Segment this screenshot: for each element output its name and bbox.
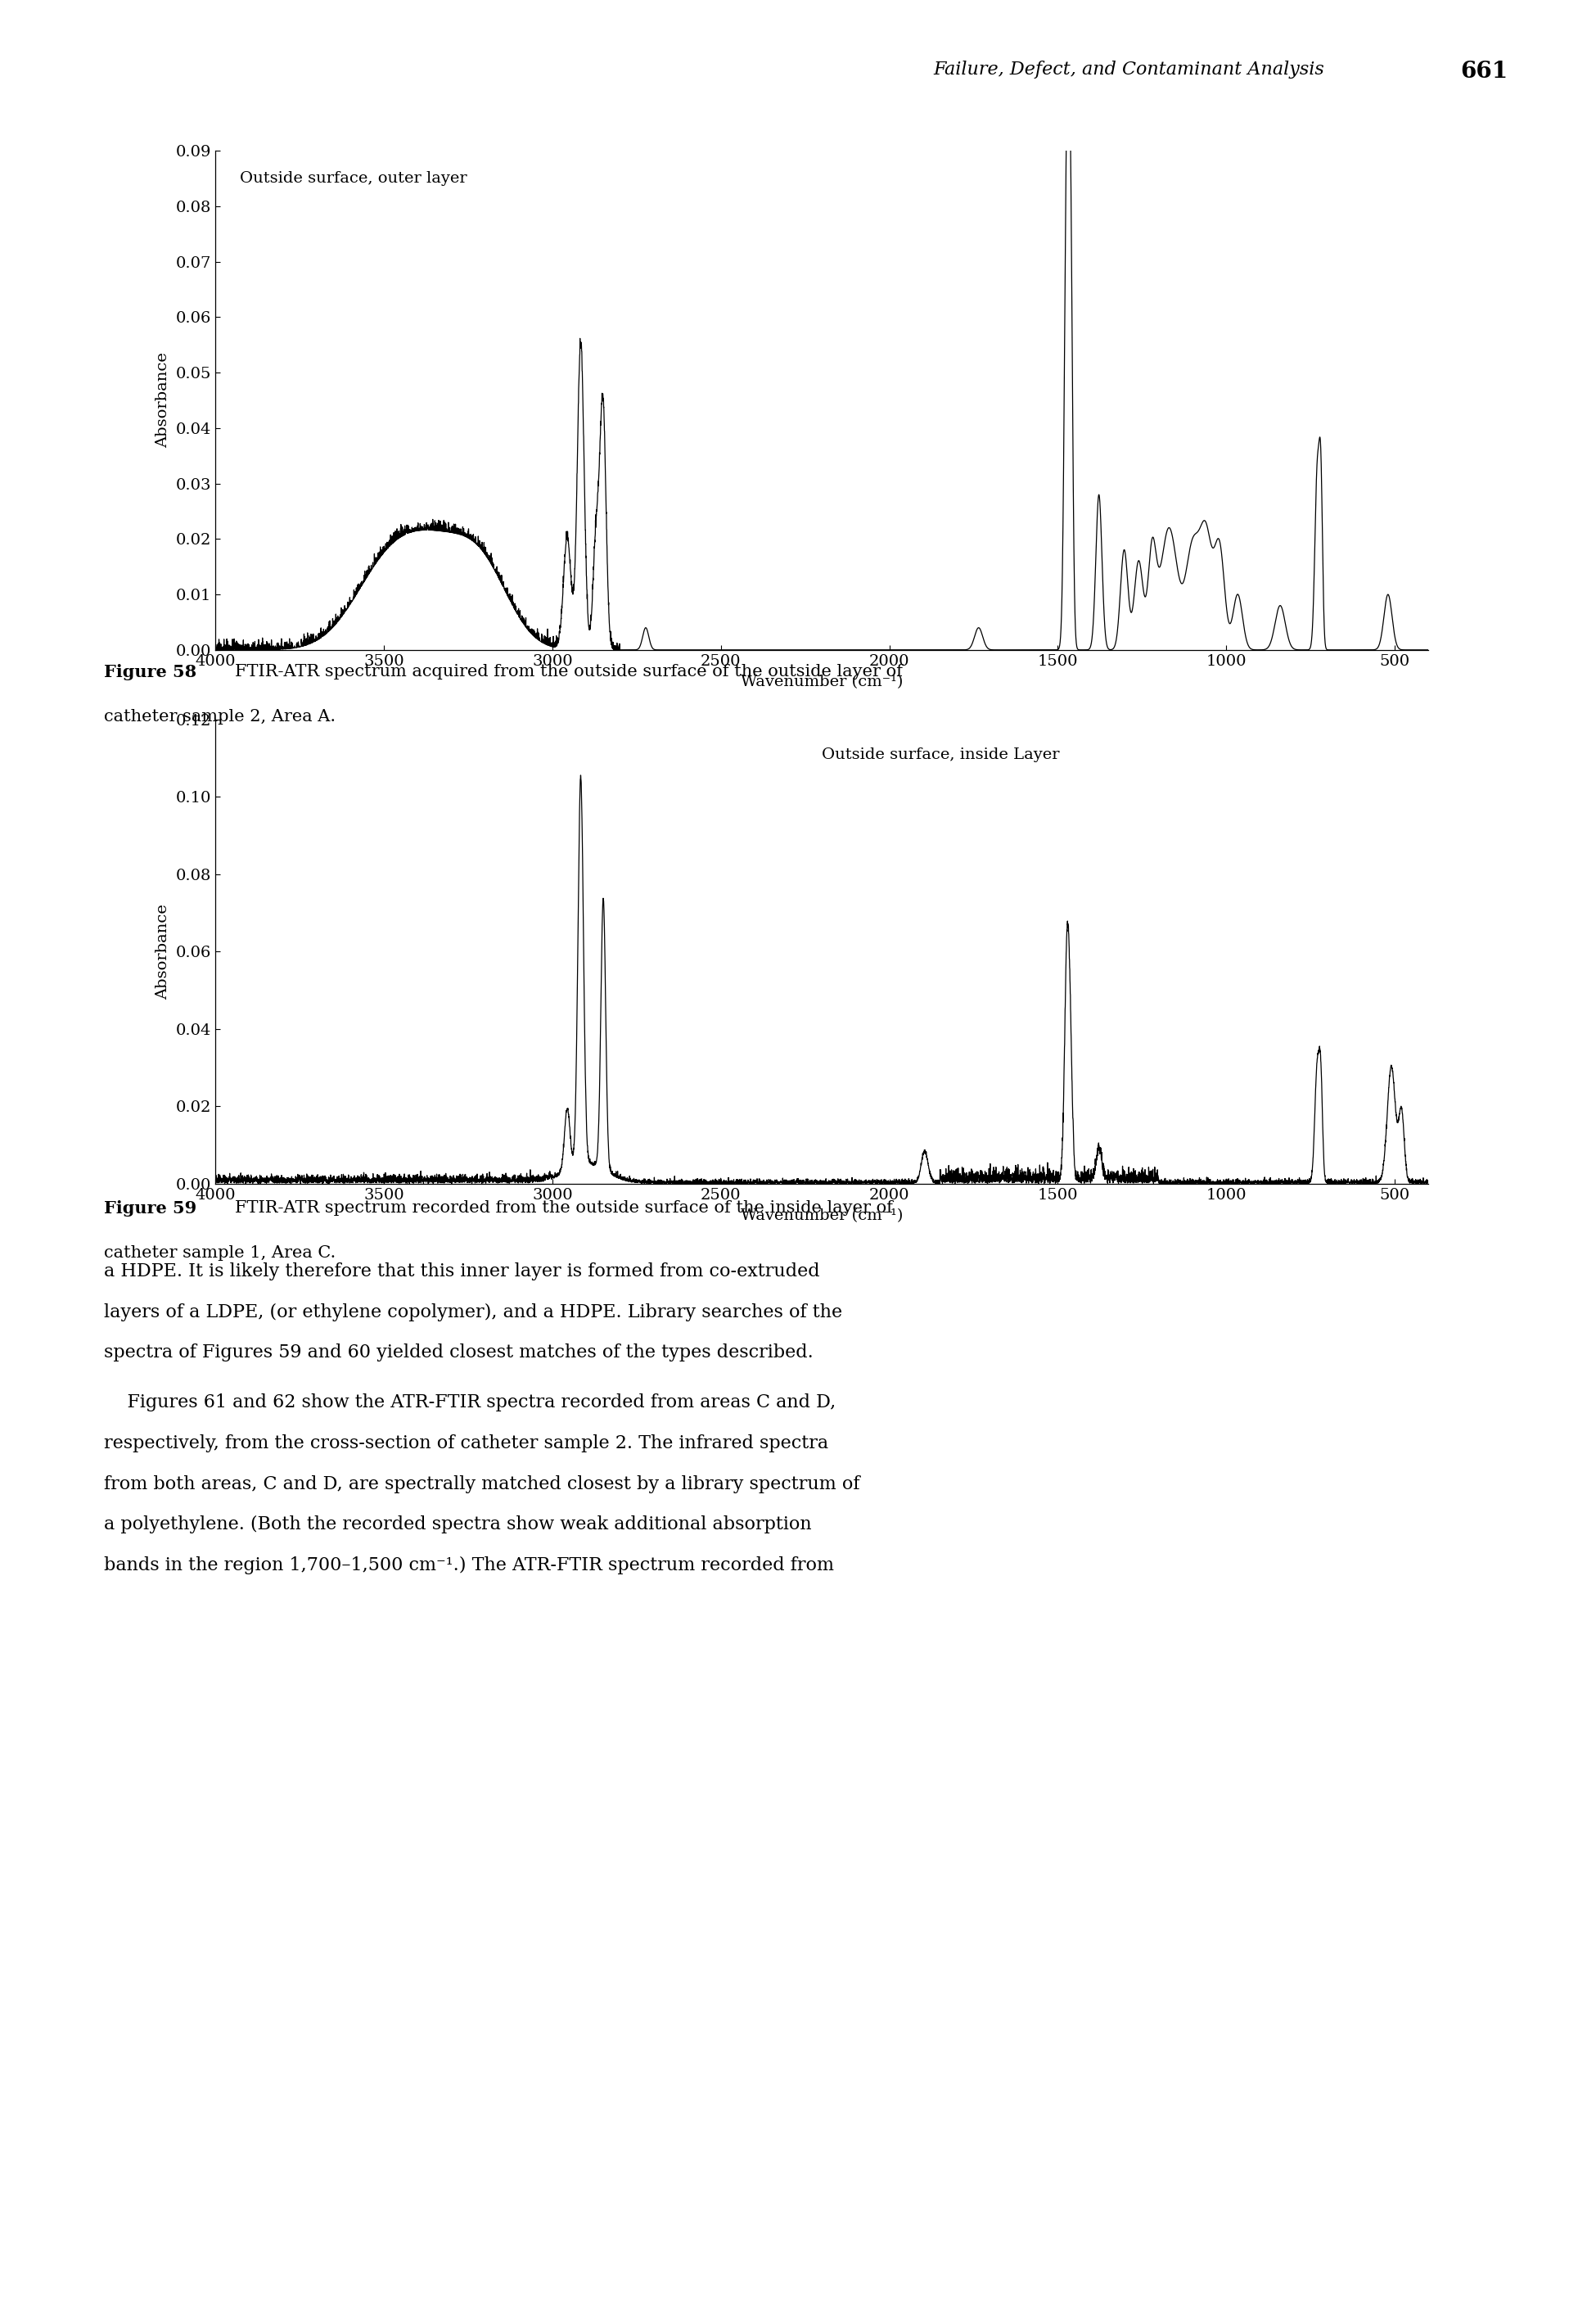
Text: from both areas, C and D, are spectrally matched closest by a library spectrum o: from both areas, C and D, are spectrally… [104,1476,860,1492]
Text: Outside surface, inside Layer: Outside surface, inside Layer [822,747,1060,761]
Text: Figure 59: Figure 59 [104,1200,196,1216]
X-axis label: Wavenumber (cm⁻¹): Wavenumber (cm⁻¹) [741,1209,903,1223]
Text: Failure, Defect, and Contaminant Analysis: Failure, Defect, and Contaminant Analysi… [934,60,1325,79]
X-axis label: Wavenumber (cm⁻¹): Wavenumber (cm⁻¹) [741,675,903,689]
Text: FTIR-ATR spectrum recorded from the outside surface of the inside layer of: FTIR-ATR spectrum recorded from the outs… [235,1200,892,1216]
Text: catheter sample 2, Area A.: catheter sample 2, Area A. [104,710,335,724]
Text: Figures 61 and 62 show the ATR-FTIR spectra recorded from areas C and D,: Figures 61 and 62 show the ATR-FTIR spec… [104,1393,836,1411]
Text: catheter sample 1, Area C.: catheter sample 1, Area C. [104,1244,335,1260]
Text: bands in the region 1,700–1,500 cm⁻¹.) The ATR-FTIR spectrum recorded from: bands in the region 1,700–1,500 cm⁻¹.) T… [104,1555,833,1574]
Text: a polyethylene. (Both the recorded spectra show weak additional absorption: a polyethylene. (Both the recorded spect… [104,1516,811,1534]
Text: a HDPE. It is likely therefore that this inner layer is formed from co-extruded: a HDPE. It is likely therefore that this… [104,1263,820,1281]
Text: layers of a LDPE, (or ethylene copolymer), and a HDPE. Library searches of the: layers of a LDPE, (or ethylene copolymer… [104,1302,843,1321]
Text: 661: 661 [1460,60,1508,84]
Text: respectively, from the cross-section of catheter sample 2. The infrared spectra: respectively, from the cross-section of … [104,1434,828,1453]
Text: spectra of Figures 59 and 60 yielded closest matches of the types described.: spectra of Figures 59 and 60 yielded clo… [104,1344,812,1362]
Text: Outside surface, outer layer: Outside surface, outer layer [239,172,468,186]
Text: Figure 58: Figure 58 [104,664,196,680]
Y-axis label: Absorbance: Absorbance [155,353,171,448]
Y-axis label: Absorbance: Absorbance [155,903,171,1000]
Text: FTIR-ATR spectrum acquired from the outside surface of the outside layer of: FTIR-ATR spectrum acquired from the outs… [235,664,902,680]
